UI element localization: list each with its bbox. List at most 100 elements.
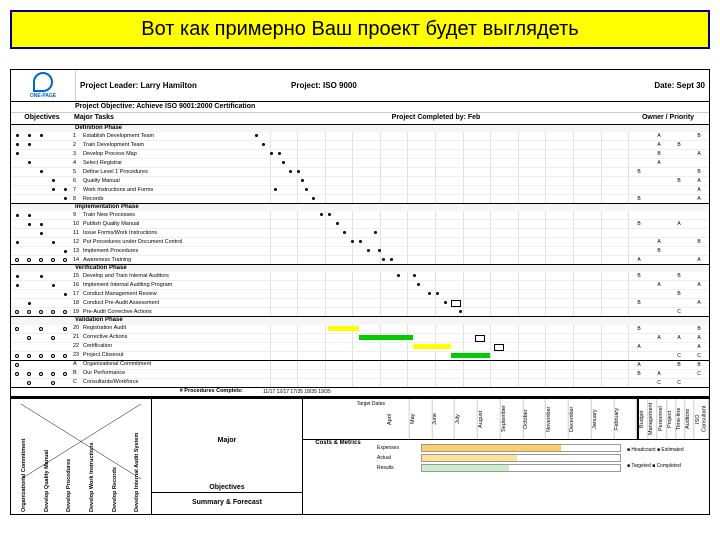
task-row: 11Issue Forms/Work Instructions xyxy=(11,229,709,238)
task-row: 6Quality ManualBA xyxy=(11,177,709,186)
month-label: June xyxy=(432,399,455,439)
task-name: 16Implement Internal Auditing Program xyxy=(71,282,243,289)
objective-dots xyxy=(11,241,71,244)
objective-dots xyxy=(11,170,71,173)
col-tasks: Major Tasks xyxy=(73,113,245,123)
timeline-cell xyxy=(243,361,629,369)
month-label: September xyxy=(501,399,524,439)
bottom-section: Organizational CommitmentDevelop Quality… xyxy=(11,397,709,514)
owner-cells: BB xyxy=(629,273,709,279)
task-name: 19Pre-Audit Corrective Actions xyxy=(71,309,243,316)
side-label: Personnel xyxy=(658,399,667,439)
timeline-cell xyxy=(243,186,629,194)
vertical-label: Develop Records xyxy=(112,432,119,512)
task-name: 15Develop and Train Internal Auditors xyxy=(71,273,243,280)
bottom-mid: Major Objectives Summary & Forecast xyxy=(152,399,303,514)
timeline-cell xyxy=(243,334,629,342)
task-name: BOur Performance xyxy=(71,370,243,377)
owner-cells: AA xyxy=(629,257,709,263)
timeline-cell xyxy=(243,220,629,228)
objective-dots xyxy=(11,354,71,358)
tasks-container: Definition Phase1Establish Development T… xyxy=(11,125,709,388)
task-name: 13Implement Procedures xyxy=(71,248,243,255)
legend-2: ■ Targeted ■ Completed xyxy=(627,463,707,469)
objective-dots xyxy=(11,214,71,217)
vertical-label: Develop Work Instructions xyxy=(89,432,96,512)
logo-text: ONE-PAGE xyxy=(13,93,73,99)
task-row: 23Project Closeout CC xyxy=(11,352,709,361)
timeline-cell xyxy=(243,290,629,298)
target-dates-label: Target Dates xyxy=(303,399,387,439)
objective-dots xyxy=(11,232,71,235)
task-row: 22CertificationAA xyxy=(11,343,709,352)
task-row: 2Train Development TeamAB xyxy=(11,141,709,150)
task-row: 5Define Level 1 ProceduresBB xyxy=(11,168,709,177)
owner-cells: BA xyxy=(629,151,709,157)
timeline-cell xyxy=(243,150,629,158)
month-label: January xyxy=(592,399,615,439)
task-row: 21Corrective ActionsAAA xyxy=(11,334,709,343)
objective-dots xyxy=(11,143,71,146)
owner-cells: ABB xyxy=(629,362,709,368)
timeline-cell xyxy=(243,159,629,167)
metric-name: Expenses xyxy=(377,445,417,451)
owner-cells: BA xyxy=(629,196,709,202)
months: AprilMayJuneJulyAugustSeptemberOctoberNo… xyxy=(387,399,637,439)
timeline-cell xyxy=(243,211,629,219)
task-row: 14Awareness TrainingAA xyxy=(11,256,709,265)
bottom-right: Target Dates AprilMayJuneJulyAugustSepte… xyxy=(303,399,709,514)
owner-cells: B xyxy=(629,291,709,297)
owner-cells: BB xyxy=(629,326,709,332)
month-label: July xyxy=(455,399,478,439)
vertical-label: Organizational Commitment xyxy=(21,432,28,512)
objective-dots xyxy=(11,161,71,164)
metric-row: Actual xyxy=(377,454,621,462)
timeline-cell xyxy=(243,352,629,360)
proc-complete-label: # Procedures Complete: xyxy=(71,388,243,395)
task-row: 3Develop Process MapBA xyxy=(11,150,709,159)
timeline-cell xyxy=(243,238,629,246)
owner-cells: CC xyxy=(629,353,709,359)
task-row: 7Work Instructions and FormsA xyxy=(11,186,709,195)
task-name: 10Publish Quality Manual xyxy=(71,221,243,228)
task-row: 18Conduct Pre-Audit AssessmentBA xyxy=(11,299,709,308)
owner-cells: BAC xyxy=(629,371,709,377)
objective-dots xyxy=(11,284,71,287)
task-row: 8RecordsBA xyxy=(11,195,709,204)
timeline-cell xyxy=(243,195,629,203)
logo: ONE-PAGE xyxy=(11,70,76,101)
timeline-cell xyxy=(243,281,629,289)
metric-name: Actual xyxy=(377,455,417,461)
task-name: 23Project Closeout xyxy=(71,352,243,359)
task-name: 22Certification xyxy=(71,343,243,350)
task-row: CConsultants/WorkforceCC xyxy=(11,379,709,388)
phase-header: Implementation Phase xyxy=(11,204,709,211)
vertical-label: Develop Procedures xyxy=(66,432,73,512)
timeline-cell xyxy=(243,379,629,387)
owner-cells: CC xyxy=(629,380,709,386)
objective-dots xyxy=(11,152,71,155)
owner-cells: AB xyxy=(629,239,709,245)
task-row: AOrganizational Commitment ABB xyxy=(11,361,709,370)
timeline-cell xyxy=(243,256,629,264)
proc-complete-values: 11/17 12/17 17/35 18/35 19/35 xyxy=(243,388,629,396)
objective-dots xyxy=(11,327,71,331)
task-name: 7Work Instructions and Forms xyxy=(71,187,243,194)
task-row: 4Select RegistrarA xyxy=(11,159,709,168)
bottom-left: Organizational CommitmentDevelop Quality… xyxy=(11,399,152,514)
task-name: 6Quality Manual xyxy=(71,178,243,185)
timeline-cell xyxy=(243,343,629,351)
owner-cells: B xyxy=(629,248,709,254)
objective-dots xyxy=(11,345,71,348)
project-leader: Project Leader: Larry Hamilton xyxy=(76,70,287,101)
timeline-cell xyxy=(243,132,629,140)
side-label: Management xyxy=(648,399,657,439)
side-label: Budget xyxy=(639,399,648,439)
month-label: May xyxy=(410,399,433,439)
task-name: 2Train Development Team xyxy=(71,142,243,149)
task-row: 1Establish Development TeamAB xyxy=(11,132,709,141)
vertical-labels: Organizational CommitmentDevelop Quality… xyxy=(13,432,149,512)
task-name: AOrganizational Commitment xyxy=(71,361,243,368)
phase-header: Verification Phase xyxy=(11,265,709,272)
owner-cells: BB xyxy=(629,169,709,175)
